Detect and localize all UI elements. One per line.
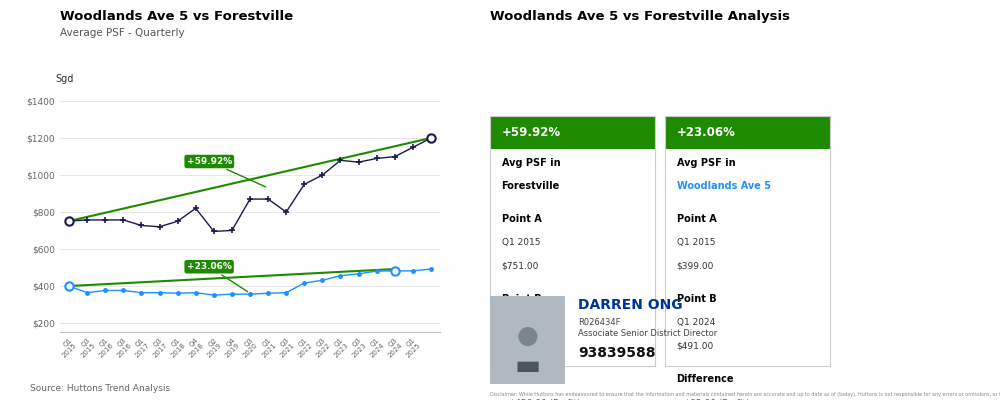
Text: Woodlands Ave 5 vs Forestville Analysis: Woodlands Ave 5 vs Forestville Analysis (490, 10, 790, 23)
Bar (665, 116, 830, 148)
Text: Q1 2024: Q1 2024 (677, 318, 715, 328)
Text: +59.92%: +59.92% (187, 157, 266, 187)
Text: R026434F: R026434F (578, 318, 620, 327)
Text: Source: Huttons Trend Analysis: Source: Huttons Trend Analysis (30, 384, 170, 393)
Text: Q1 2025: Q1 2025 (502, 318, 540, 328)
Text: +$92.00 (Profit): +$92.00 (Profit) (677, 398, 749, 400)
Text: Q1 2015: Q1 2015 (502, 238, 540, 248)
Text: Associate Senior District Director: Associate Senior District Director (578, 329, 717, 338)
Text: Woodlands Ave 5 vs Forestville: Woodlands Ave 5 vs Forestville (60, 10, 293, 23)
Text: Woodlands Ave 5: Woodlands Ave 5 (677, 181, 771, 191)
Text: Point B: Point B (502, 294, 541, 304)
Text: Average PSF - Quarterly: Average PSF - Quarterly (60, 28, 185, 38)
Text: +$450.00 (Profit): +$450.00 (Profit) (502, 398, 580, 400)
Text: Difference: Difference (502, 374, 559, 384)
Text: Sgd: Sgd (55, 74, 73, 84)
Text: Point A: Point A (502, 214, 541, 224)
Text: ▬: ▬ (514, 352, 541, 380)
Text: Avg PSF in: Avg PSF in (502, 158, 560, 168)
Text: Point A: Point A (677, 214, 716, 224)
Text: $751.00: $751.00 (502, 261, 539, 270)
Text: 93839588: 93839588 (578, 346, 656, 360)
Text: Disclaimer: While Huttons has endeavoured to ensure that the information and mat: Disclaimer: While Huttons has endeavoure… (490, 392, 1000, 397)
Text: $399.00: $399.00 (677, 261, 714, 270)
Text: Difference: Difference (677, 374, 734, 384)
Text: $491.00: $491.00 (677, 341, 714, 350)
Text: +23.06%: +23.06% (677, 126, 735, 139)
Text: DARREN ONG: DARREN ONG (578, 298, 683, 312)
Text: ●: ● (517, 324, 538, 348)
Text: Q1 2015: Q1 2015 (677, 238, 715, 248)
Text: +23.06%: +23.06% (187, 262, 248, 292)
Text: $1201.00: $1201.00 (502, 341, 545, 350)
Text: +59.92%: +59.92% (502, 126, 561, 139)
Bar (490, 116, 655, 148)
Text: Point B: Point B (677, 294, 716, 304)
Text: Avg PSF in: Avg PSF in (677, 158, 735, 168)
Text: Forestville: Forestville (502, 181, 560, 191)
